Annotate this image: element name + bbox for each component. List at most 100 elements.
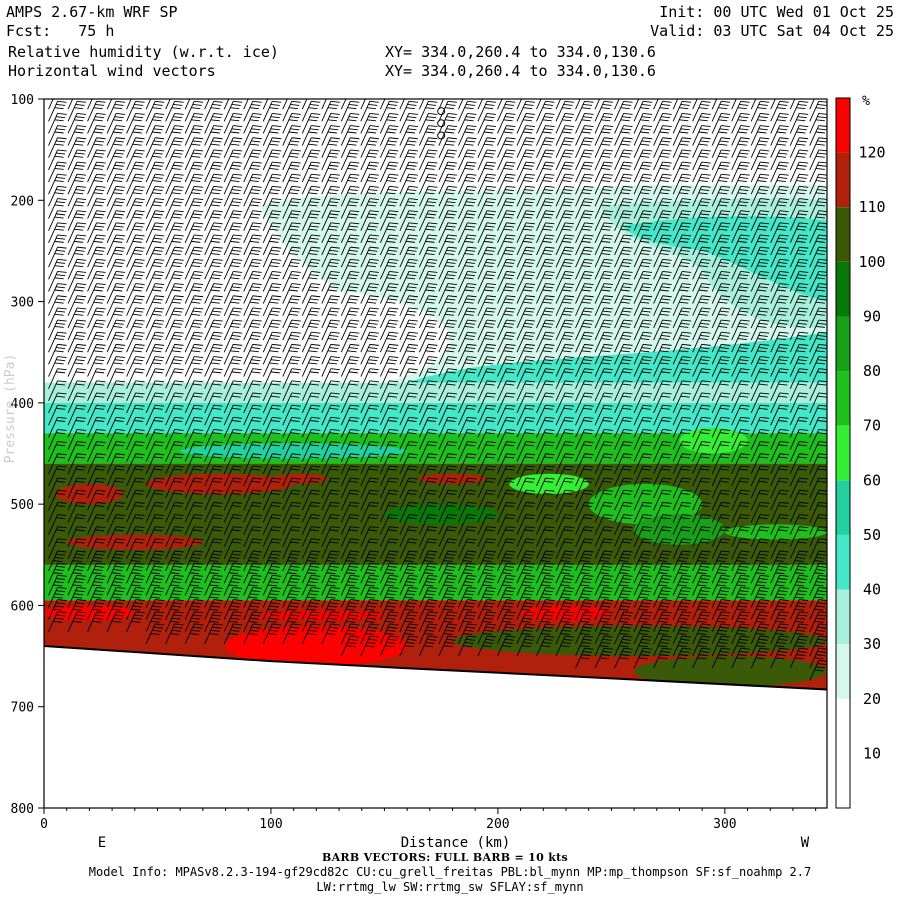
wind-barb xyxy=(165,514,176,535)
wind-barb xyxy=(184,174,195,195)
wind-barb-feather xyxy=(582,96,591,97)
wind-barb-feather xyxy=(95,298,105,301)
wind-barb-feather xyxy=(132,581,142,584)
wind-barb xyxy=(87,161,97,183)
wind-barb-feather xyxy=(173,201,183,204)
wind-barb xyxy=(48,392,58,414)
wind-barb xyxy=(67,332,78,353)
wind-barb-feather xyxy=(249,338,259,341)
wind-barb-feather xyxy=(251,395,261,398)
wind-barb-feather xyxy=(171,204,181,207)
wind-barb-feather xyxy=(96,501,106,504)
wind-barb-feather xyxy=(57,258,67,261)
wind-barb xyxy=(223,186,234,207)
wind-barb xyxy=(48,113,58,134)
wind-barb-feather xyxy=(251,456,261,459)
wind-barb-feather xyxy=(252,392,262,395)
wind-barb-feather xyxy=(251,371,261,374)
wind-barb-feather xyxy=(153,359,163,362)
wind-barb-feather xyxy=(174,611,184,614)
wind-barb-feather xyxy=(113,569,123,571)
wind-barb xyxy=(48,174,58,195)
wind-barb-feather xyxy=(251,468,261,471)
wind-barb-feather xyxy=(96,222,106,225)
wind-barb-feather xyxy=(171,180,181,183)
wind-barb xyxy=(87,490,97,511)
wind-barb-feather xyxy=(134,505,144,508)
wind-barb-feather xyxy=(56,201,66,204)
wind-barb xyxy=(204,502,215,523)
wind-barb-feather xyxy=(155,599,165,602)
wind-barb-feather xyxy=(131,596,141,599)
wind-barb-feather xyxy=(252,185,262,188)
wind-barb-feather xyxy=(153,334,163,337)
wind-barb-feather xyxy=(192,310,202,313)
wind-barb-feather xyxy=(74,617,84,620)
wind-barb-feather xyxy=(228,572,238,575)
wind-barb-feather xyxy=(194,562,204,565)
wind-barb-feather xyxy=(213,246,223,249)
wind-barb-feather xyxy=(231,225,241,228)
wind-barb-feather xyxy=(77,112,87,115)
wind-barb-feather xyxy=(192,128,202,131)
wind-barb-feather xyxy=(75,140,85,143)
wind-barb-feather xyxy=(152,143,162,146)
wind-barb-feather xyxy=(132,313,142,316)
wind-barb xyxy=(204,271,215,292)
wind-barb-feather xyxy=(252,283,262,286)
wind-barb-feather xyxy=(134,92,143,93)
wind-barb-feather xyxy=(77,380,87,383)
wind-barb-feather xyxy=(194,100,204,103)
wind-barb-feather xyxy=(75,322,85,325)
wind-barb xyxy=(145,392,156,414)
wind-barb-feather xyxy=(194,112,204,115)
wind-barb-feather xyxy=(192,104,202,106)
wind-barb xyxy=(67,307,78,329)
wind-barb-feather xyxy=(251,262,261,264)
wind-barb-feather xyxy=(56,444,66,447)
wind-barb-feather xyxy=(77,258,87,261)
wind-barb-feather xyxy=(210,240,220,243)
wind-barb-feather xyxy=(194,234,204,237)
wind-barb-feather xyxy=(192,176,202,179)
wind-barb-feather xyxy=(54,326,64,328)
wind-barb xyxy=(126,198,137,219)
wind-barb-feather xyxy=(171,265,181,268)
wind-barb xyxy=(87,222,97,244)
wind-barb-feather xyxy=(58,89,67,90)
wind-barb-feather xyxy=(155,404,165,407)
wind-barb xyxy=(106,587,117,608)
wind-barb-feather xyxy=(56,249,66,252)
wind-barb-feather xyxy=(174,125,184,128)
wind-barb-feather xyxy=(543,96,552,97)
wind-barb-feather xyxy=(210,155,220,158)
wind-barb-feather xyxy=(269,107,279,110)
wind-barb xyxy=(126,599,137,620)
wind-barb xyxy=(67,210,78,231)
wind-barb xyxy=(165,429,176,450)
wind-barb-feather xyxy=(132,240,142,243)
wind-barb-feather xyxy=(212,541,222,544)
wind-barb-feather xyxy=(171,326,181,328)
wind-barb xyxy=(204,344,215,365)
wind-barb-feather xyxy=(114,371,124,374)
wind-barb-feather xyxy=(174,574,184,577)
wind-barb xyxy=(48,538,58,560)
wind-barb-feather xyxy=(210,204,220,207)
wind-barb-feather xyxy=(77,343,87,346)
wind-barb-feather xyxy=(171,107,181,110)
wind-barb xyxy=(87,210,97,231)
wind-barb-feather xyxy=(173,468,183,471)
wind-barb-feather xyxy=(153,420,163,422)
wind-barb xyxy=(262,137,273,158)
wind-barb-feather xyxy=(75,237,85,240)
wind-barb xyxy=(223,380,234,402)
wind-barb-feather xyxy=(194,125,204,128)
wind-barb-feather xyxy=(212,602,222,605)
wind-barb-feather xyxy=(92,596,102,599)
wind-barb xyxy=(184,161,195,183)
wind-barb-feather xyxy=(192,189,202,192)
wind-barb-feather xyxy=(270,140,280,143)
wind-barb-feather xyxy=(116,550,126,553)
wind-barb xyxy=(223,562,234,584)
